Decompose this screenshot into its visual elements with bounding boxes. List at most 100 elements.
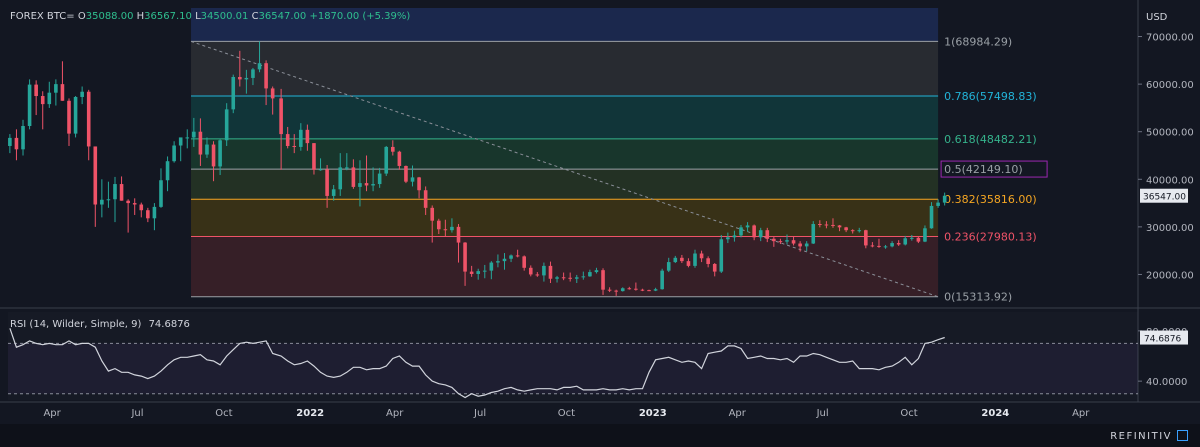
candle-body	[351, 167, 356, 187]
candle-body	[318, 169, 323, 171]
candle-body	[758, 230, 763, 238]
candle-body	[60, 84, 65, 101]
low-value: 34500.01	[200, 11, 249, 22]
candle-body	[588, 272, 592, 277]
time-axis-tick-label: Jul	[816, 408, 829, 419]
rsi-header-value: 74.6876	[148, 319, 190, 330]
candle-body	[528, 267, 533, 275]
candle-body	[172, 145, 176, 162]
candle-body	[139, 204, 144, 211]
candle-body	[430, 207, 435, 221]
candle-body	[270, 88, 275, 99]
time-axis-tick-label: Apr	[386, 408, 404, 419]
rsi-header: RSI (14, Wilder, Simple, 9) 74.6876	[10, 319, 190, 330]
candle-body	[607, 289, 612, 291]
candle-body	[680, 257, 684, 262]
fibonacci-retracement: 1(68984.29) 0.786(57498.83) 0.618(48482.21…	[191, 8, 1048, 304]
candle-body	[620, 288, 625, 292]
candle-body	[765, 230, 770, 239]
candle-body	[542, 265, 546, 276]
candle-body	[509, 255, 513, 259]
candle-body	[699, 253, 704, 259]
candle-body	[831, 224, 835, 226]
fib-level-label: 0.382(35816.00)	[944, 193, 1037, 206]
candle-body	[719, 239, 724, 272]
bottom-status-bar	[0, 424, 1200, 447]
price-axis-unit: USD	[1146, 12, 1168, 23]
candle-body	[21, 126, 25, 150]
candle-body	[640, 289, 645, 291]
candle-body	[496, 261, 500, 263]
candle-body	[165, 161, 170, 181]
candle-body	[673, 257, 678, 263]
time-axis-tick-label: Oct	[558, 408, 575, 419]
candle-body	[132, 203, 137, 205]
fib-zone	[191, 8, 939, 42]
price-axis-tick-label: 50000.00	[1146, 128, 1194, 139]
candle-body	[627, 288, 632, 290]
time-axis-tick-label: Apr	[729, 408, 747, 419]
close-key: C	[251, 11, 259, 22]
candle-body	[34, 84, 38, 97]
candle-body	[910, 237, 914, 239]
candle-body	[27, 84, 32, 126]
candle-body	[423, 190, 428, 208]
rsi-value-tag-label: 74.6876	[1144, 335, 1181, 345]
candle-body	[896, 243, 901, 245]
candle-body	[450, 226, 454, 231]
last-price-tag	[1140, 188, 1188, 203]
candle-body	[804, 243, 809, 247]
candle-body	[377, 173, 382, 185]
candle-body	[305, 129, 310, 144]
candle-body	[285, 134, 290, 146]
candle-body	[244, 77, 249, 80]
candle-body	[364, 183, 369, 186]
candle-body	[864, 230, 868, 246]
fib-zone	[191, 41, 939, 97]
candle-body	[653, 289, 658, 291]
candle-body	[436, 220, 441, 230]
candle-body	[772, 238, 776, 242]
fib-level-label: 1(68984.29)	[944, 35, 1012, 48]
last-price-tag-label: 36547.00	[1143, 193, 1186, 203]
candle-body	[555, 277, 559, 279]
candle-body	[279, 98, 283, 135]
open-value: 35088.00	[85, 11, 134, 22]
rsi-value-tag	[1140, 330, 1188, 345]
candle-body	[482, 270, 487, 272]
candle-body	[86, 91, 91, 147]
price-axis: USD 20000.00 30000.00 40000.00 50000.00 60000…	[1137, 0, 1194, 402]
low-key: L	[195, 11, 201, 22]
time-axis-tick-label: Apr	[1072, 408, 1090, 419]
fib-level-label: 0.5(42149.10)	[944, 163, 1023, 176]
candle-body	[522, 256, 526, 268]
candle-body	[264, 63, 268, 89]
candle-body	[877, 245, 881, 247]
high-value: 36567.10	[144, 11, 192, 22]
price-axis-tick-label: 20000.00	[1146, 270, 1194, 281]
candle-body	[785, 240, 789, 242]
fib-level-label: 0(15313.92)	[944, 291, 1012, 304]
fib-zone	[191, 96, 939, 139]
candle-body	[850, 230, 855, 232]
candle-body	[410, 177, 415, 182]
candle-body	[73, 96, 78, 134]
chart-header: FOREX BTC= O35088.00 H36567.10 L34500.01…	[10, 11, 410, 22]
open-key: O	[77, 11, 86, 22]
candle-body	[67, 100, 71, 134]
candle-body	[942, 195, 947, 203]
candle-body	[238, 76, 242, 80]
candle-body	[660, 270, 664, 290]
candle-body	[106, 199, 111, 201]
candle-body	[791, 240, 796, 244]
price-axis-tick-label: 60000.00	[1146, 80, 1194, 91]
time-axis-tick-label: 2023	[639, 408, 667, 419]
candle-body	[159, 180, 163, 207]
candle-body	[54, 84, 58, 93]
candle-body	[916, 237, 921, 242]
time-axis: Apr Jul Oct 2022 Apr Jul Oct 2023 Apr Jul Oct 2024 A…	[0, 401, 1200, 419]
candle-body	[14, 137, 19, 150]
candles	[8, 41, 947, 296]
